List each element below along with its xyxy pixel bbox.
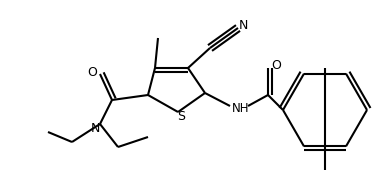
Text: O: O: [271, 58, 281, 71]
Text: N: N: [238, 18, 248, 31]
Text: O: O: [87, 65, 97, 78]
Text: NH: NH: [232, 102, 250, 115]
Text: N: N: [90, 122, 100, 135]
Text: S: S: [177, 110, 185, 122]
